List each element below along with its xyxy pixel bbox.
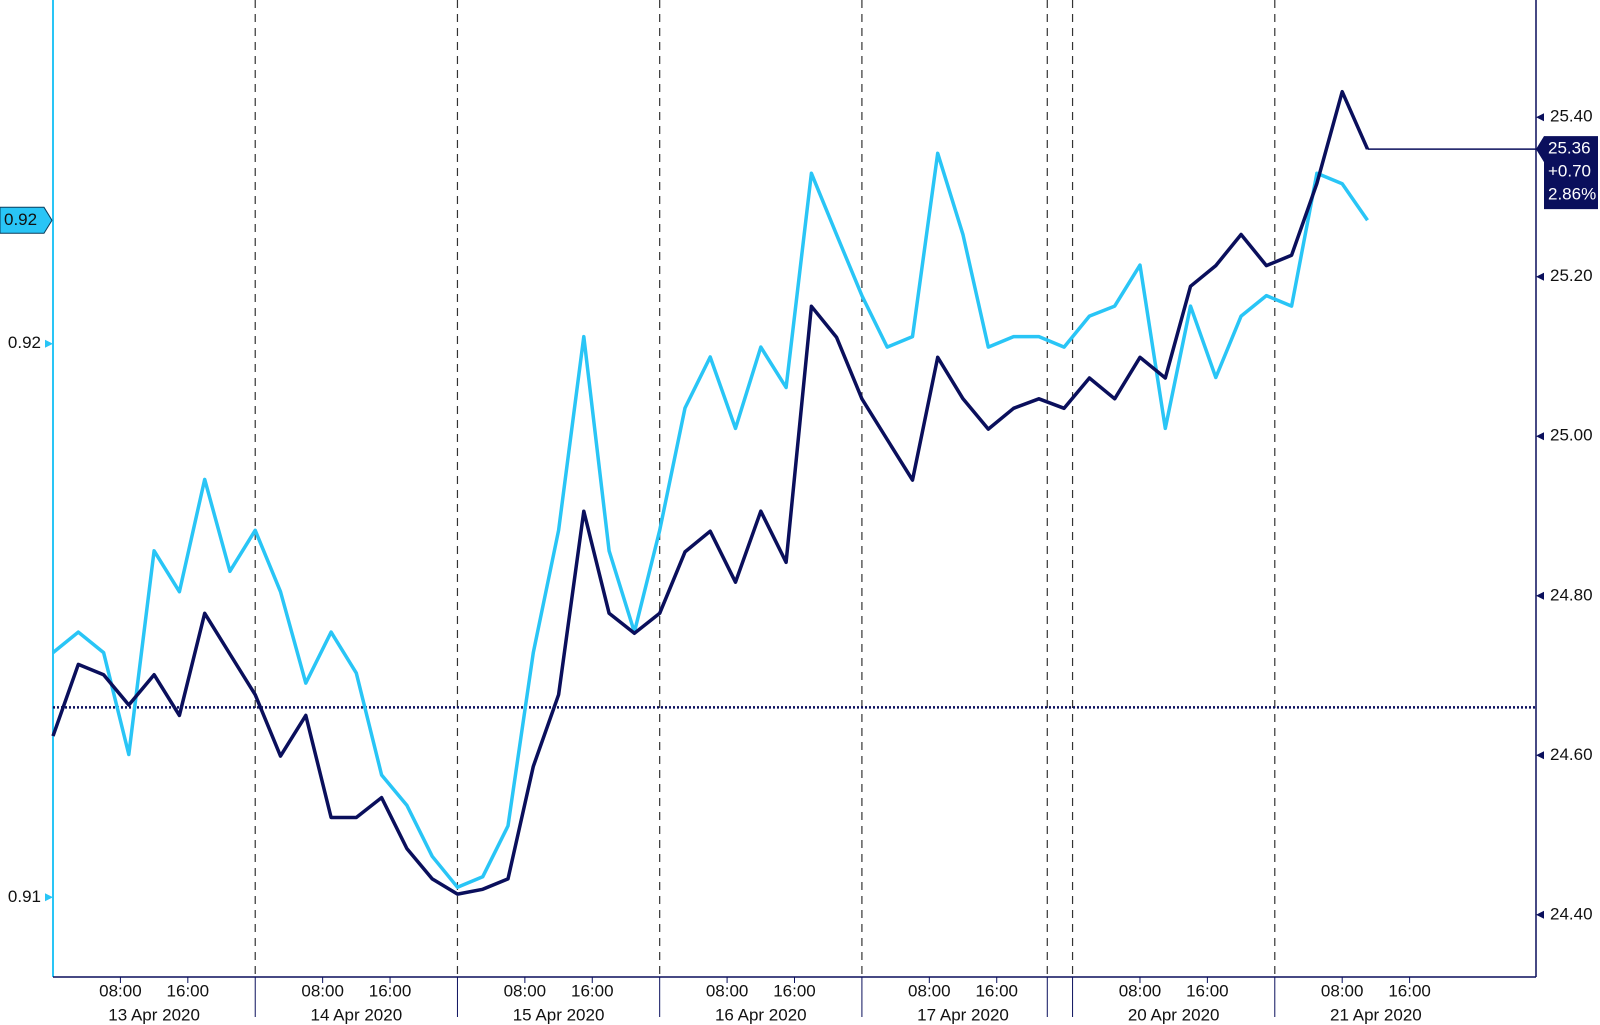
last-value-tag <box>0 206 53 234</box>
y2-tick-label: 24.40 <box>1550 904 1593 923</box>
x-tick-label: 08:00 <box>1119 981 1162 1000</box>
x-tick-label: 08:00 <box>908 981 951 1000</box>
y2-tick-label: 24.60 <box>1550 745 1593 764</box>
x-tick-label: 08:00 <box>504 981 547 1000</box>
y-tick-label: 0.92 <box>8 333 41 352</box>
x-date-label: 14 Apr 2020 <box>310 1005 402 1024</box>
x-tick-label: 08:00 <box>706 981 749 1000</box>
y2-tick <box>1536 751 1544 760</box>
y2-tick-label: 25.40 <box>1550 107 1593 126</box>
x-date-label: 13 Apr 2020 <box>108 1005 200 1024</box>
y2-tick <box>1536 591 1544 600</box>
y2-tick <box>1536 432 1544 441</box>
x-tick-label: 16:00 <box>167 981 210 1000</box>
x-date-label: 20 Apr 2020 <box>1128 1005 1220 1024</box>
x-date-label: 17 Apr 2020 <box>917 1005 1009 1024</box>
y-tick <box>45 893 53 902</box>
x-tick-label: 16:00 <box>1186 981 1229 1000</box>
x-tick-label: 16:00 <box>1388 981 1431 1000</box>
last-value-label: 2.86% <box>1548 185 1596 204</box>
y2-tick-label: 24.80 <box>1550 585 1593 604</box>
y2-tick-label: 25.00 <box>1550 426 1593 445</box>
y2-tick-label: 25.20 <box>1550 266 1593 285</box>
series-line <box>51 89 1370 896</box>
x-date-label: 16 Apr 2020 <box>715 1005 807 1024</box>
x-date-label: 15 Apr 2020 <box>513 1005 605 1024</box>
last-value-tag <box>1536 136 1598 210</box>
y-tick <box>45 339 53 348</box>
x-tick-label: 08:00 <box>99 981 142 1000</box>
y2-tick <box>1536 113 1544 122</box>
last-value-label: 0.92 <box>4 210 37 229</box>
y2-tick <box>1536 272 1544 281</box>
y-tick-label: 0.91 <box>8 887 41 906</box>
last-value-label: +0.70 <box>1548 162 1591 181</box>
x-tick-label: 16:00 <box>975 981 1018 1000</box>
x-tick-label: 16:00 <box>773 981 816 1000</box>
x-tick-label: 16:00 <box>369 981 412 1000</box>
x-tick-label: 16:00 <box>571 981 614 1000</box>
x-date-label: 21 Apr 2020 <box>1330 1005 1422 1024</box>
x-tick-label: 08:00 <box>1321 981 1364 1000</box>
series-line <box>51 151 1369 890</box>
y2-tick <box>1536 910 1544 919</box>
last-value-label: 25.36 <box>1548 139 1591 158</box>
x-tick-label: 08:00 <box>301 981 344 1000</box>
